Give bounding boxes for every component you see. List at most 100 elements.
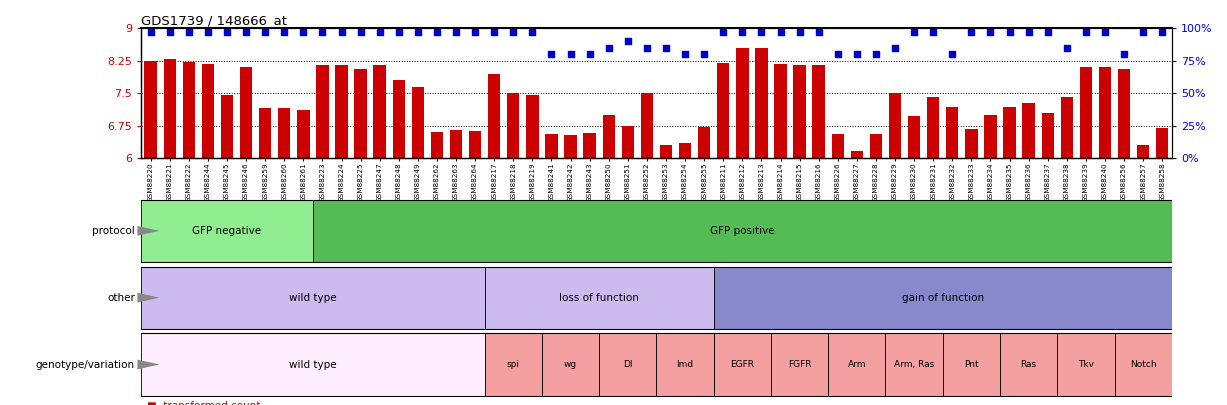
Text: Arm, Ras: Arm, Ras <box>894 360 934 369</box>
Point <box>942 51 962 58</box>
Point <box>141 29 161 36</box>
Bar <box>1118 69 1130 158</box>
Bar <box>1156 128 1168 158</box>
Point <box>179 29 199 36</box>
Point <box>1056 45 1076 51</box>
Bar <box>771 333 828 396</box>
Bar <box>335 65 347 158</box>
Point <box>523 29 542 36</box>
Point <box>313 29 333 36</box>
Bar <box>870 134 882 158</box>
Bar <box>755 48 768 158</box>
Bar <box>221 95 233 158</box>
Text: GFP positive: GFP positive <box>710 226 774 236</box>
Bar <box>812 65 825 158</box>
Bar <box>1000 333 1058 396</box>
Bar <box>908 115 920 158</box>
Bar <box>888 93 901 158</box>
Point <box>427 29 447 36</box>
Bar <box>1058 333 1114 396</box>
Bar <box>163 59 175 158</box>
Bar <box>1098 67 1112 158</box>
Bar <box>926 97 940 158</box>
Bar <box>485 333 542 396</box>
Text: wild type: wild type <box>290 293 336 303</box>
Point <box>828 51 848 58</box>
Bar <box>584 133 596 158</box>
Bar <box>774 64 787 158</box>
Bar <box>183 62 195 158</box>
Bar <box>542 333 599 396</box>
Point <box>331 29 351 36</box>
Point <box>485 29 504 36</box>
Text: gain of function: gain of function <box>902 293 984 303</box>
Bar <box>656 333 714 396</box>
Text: loss of function: loss of function <box>560 293 639 303</box>
Bar <box>431 132 443 158</box>
Bar <box>1114 333 1172 396</box>
Point <box>694 51 714 58</box>
Text: FGFR: FGFR <box>788 360 811 369</box>
Point <box>962 29 982 36</box>
Point <box>733 29 752 36</box>
Text: Pnt: Pnt <box>964 360 979 369</box>
Bar <box>145 61 157 158</box>
Point <box>503 29 523 36</box>
Point <box>980 29 1000 36</box>
Text: ■  transformed count: ■ transformed count <box>147 401 261 405</box>
Bar <box>355 69 367 158</box>
Bar <box>313 200 1172 262</box>
Point <box>771 29 790 36</box>
Text: Arm: Arm <box>848 360 866 369</box>
Bar <box>485 266 714 329</box>
Bar <box>828 333 886 396</box>
Bar <box>545 134 557 158</box>
Bar <box>564 136 577 158</box>
Bar <box>507 93 519 158</box>
Bar <box>946 107 958 158</box>
Bar <box>942 333 1000 396</box>
Bar <box>141 333 485 396</box>
Point <box>1038 29 1058 36</box>
Text: genotype/variation: genotype/variation <box>36 360 135 369</box>
Point <box>198 29 217 36</box>
Point <box>1152 29 1172 36</box>
Point <box>237 29 256 36</box>
Text: Tkv: Tkv <box>1077 360 1094 369</box>
Point <box>447 29 466 36</box>
Text: Imd: Imd <box>676 360 693 369</box>
Bar <box>469 131 481 158</box>
Bar <box>602 115 615 158</box>
Point <box>752 29 772 36</box>
Bar <box>1042 113 1054 158</box>
Bar <box>984 115 996 158</box>
Point <box>675 51 694 58</box>
Point <box>580 51 600 58</box>
Point <box>1096 29 1115 36</box>
Text: wg: wg <box>564 360 577 369</box>
Point <box>1076 29 1096 36</box>
Bar <box>698 127 710 158</box>
Bar <box>1004 107 1016 158</box>
Point <box>904 29 924 36</box>
Point <box>217 29 237 36</box>
Text: Dl: Dl <box>623 360 633 369</box>
Bar <box>297 110 309 158</box>
Point <box>255 29 275 36</box>
Point <box>847 51 866 58</box>
Bar <box>679 143 691 158</box>
Bar <box>640 93 653 158</box>
Point <box>561 51 580 58</box>
Bar <box>141 200 313 262</box>
Point <box>713 29 733 36</box>
Bar <box>660 145 672 158</box>
Bar <box>393 80 405 158</box>
Bar <box>488 74 501 158</box>
Bar <box>736 48 748 158</box>
Point <box>275 29 294 36</box>
Point <box>924 29 944 36</box>
Bar <box>411 87 425 158</box>
Point <box>293 29 313 36</box>
Point <box>541 51 561 58</box>
Bar <box>622 126 634 158</box>
